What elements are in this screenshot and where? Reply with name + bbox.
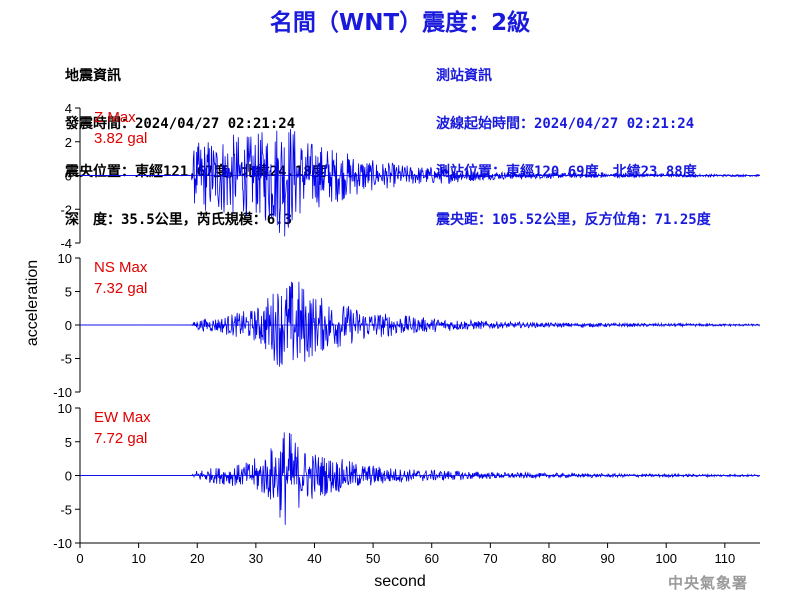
panel-ew: -10 -5 0 5 10 EW Max 7.72 gal — [53, 401, 760, 551]
y-tick-label: 0 — [65, 469, 72, 484]
waveform-z — [80, 128, 760, 237]
y-tick-label: -4 — [60, 236, 72, 251]
page-title: 名間（WNT）震度：2級 — [269, 10, 531, 36]
x-tick-label: 60 — [424, 551, 438, 566]
x-tick-label: 50 — [366, 551, 380, 566]
station-info: 測站資訊 波線起始時間：2024/04/27 02:21:24 測站位置：東經1… — [436, 36, 711, 244]
wave-start-time: 波線起始時間：2024/04/27 02:21:24 — [436, 116, 695, 132]
panel-max-value: 3.82 gal — [94, 130, 147, 147]
waveform-ew — [80, 432, 760, 525]
x-tick-label: 100 — [655, 551, 677, 566]
y-axis-label: acceleration — [24, 260, 41, 346]
panel-label: NS Max — [94, 259, 148, 276]
x-tick-label: 90 — [600, 551, 614, 566]
panel-ns: -10 -5 0 5 10 NS Max 7.32 gal — [53, 251, 760, 400]
agency-watermark: 中央氣象署 — [667, 574, 748, 592]
x-axis-label: second — [374, 573, 426, 590]
quake-origin-time: 發震時間：2024/04/27 02:21:24 — [65, 116, 296, 132]
panel-max-value: 7.32 gal — [94, 280, 147, 297]
quake-depth-magnitude: 深 度：35.5公里，芮氏規模：6.3 — [65, 212, 293, 228]
panel-label: Z Max — [94, 109, 136, 126]
x-tick-label: 0 — [76, 551, 83, 566]
y-tick-label: -10 — [53, 536, 72, 551]
y-tick-label: -5 — [60, 352, 72, 367]
y-tick-label: 0 — [65, 169, 72, 184]
y-tick-label: -5 — [60, 502, 72, 517]
x-tick-label: 20 — [190, 551, 204, 566]
epicentral-distance: 震央距：105.52公里，反方位角：71.25度 — [436, 212, 711, 228]
station-info-heading: 測站資訊 — [436, 68, 492, 84]
y-tick-label: 5 — [65, 285, 72, 300]
x-tick-label: 40 — [307, 551, 321, 566]
y-tick-label: 10 — [58, 401, 72, 416]
panel-z: -4 -2 0 2 4 Z Max 3.82 gal — [60, 101, 760, 251]
x-tick-label: 80 — [542, 551, 556, 566]
panel-max-value: 7.72 gal — [94, 430, 147, 447]
x-tick-label: 30 — [249, 551, 263, 566]
y-tick-label: 4 — [65, 101, 72, 116]
x-tick-label: 10 — [131, 551, 145, 566]
y-tick-label: 5 — [65, 435, 72, 450]
panel-label: EW Max — [94, 409, 151, 426]
x-tick-label: 110 — [714, 551, 735, 566]
y-tick-label: 10 — [58, 251, 72, 266]
y-tick-label: -2 — [60, 202, 72, 217]
waveform-ns — [80, 281, 760, 367]
y-tick-label: 2 — [65, 135, 72, 150]
y-tick-label: -10 — [53, 385, 72, 400]
y-tick-label: 0 — [65, 318, 72, 333]
quake-info-heading: 地震資訊 — [65, 68, 121, 84]
x-tick-label: 70 — [483, 551, 497, 566]
